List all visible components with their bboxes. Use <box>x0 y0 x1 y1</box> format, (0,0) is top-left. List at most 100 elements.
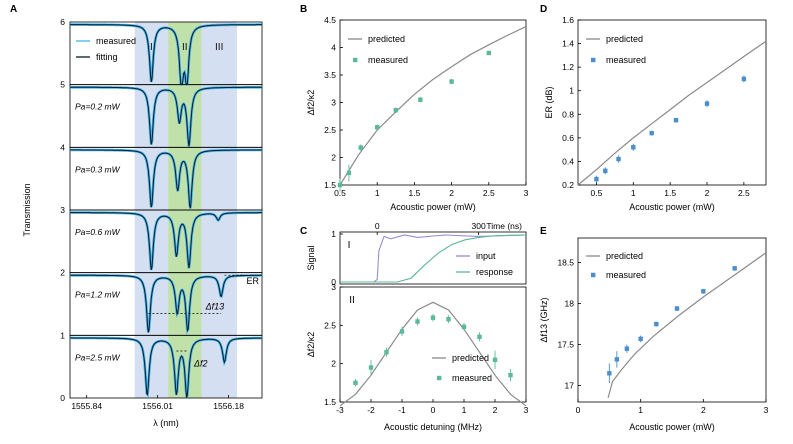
x-tick-label: 300 <box>472 221 486 231</box>
measured-point <box>624 346 630 351</box>
x-tick-label: 1556.18 <box>213 401 244 411</box>
x-axis-label: Time (ns) <box>486 221 522 231</box>
measured-point <box>673 117 679 123</box>
y-tick-label: 4 <box>331 43 336 53</box>
y-tick-label: 17.5 <box>557 340 574 350</box>
power-label: Pa=2.5 mW <box>75 352 121 362</box>
predicted-line <box>607 252 767 399</box>
x-tick-label: 0 <box>375 221 380 231</box>
predicted-line <box>577 40 767 186</box>
y-tick-label: 2.5 <box>324 320 336 330</box>
legend-marker-swatch <box>591 57 596 63</box>
subpanel-label: I <box>348 240 351 251</box>
measured-point <box>430 315 436 320</box>
region-label: III <box>215 42 223 53</box>
x-tick-label: 1.5 <box>408 188 420 198</box>
x-tick-label: 0.5 <box>591 188 603 198</box>
panel-letter-a: A <box>10 4 17 15</box>
x-tick-label: 2 <box>701 405 706 415</box>
x-tick-label: -2 <box>367 405 375 415</box>
legend-label: input <box>476 251 496 261</box>
legend-label: measured <box>606 270 646 280</box>
legend-label: predicted <box>452 353 489 363</box>
x-tick-label: 0 <box>576 405 581 415</box>
measured-point <box>399 329 405 334</box>
plot-frame-d <box>577 19 767 186</box>
predicted-line <box>339 26 527 186</box>
fitting-trace <box>70 86 262 147</box>
y-axis-label: Δf13 (GHz) <box>539 297 549 342</box>
measured-point <box>375 125 380 130</box>
subpanel-label: II <box>349 295 355 306</box>
y-tick-label: 0.4 <box>562 156 574 166</box>
y-tick-label: 4 <box>60 142 65 152</box>
x-axis-label: λ (nm) <box>153 418 179 428</box>
measured-point <box>607 371 612 376</box>
measured-point <box>418 97 423 102</box>
measured-point <box>486 50 491 56</box>
panel-letter-e: E <box>540 226 547 237</box>
y-axis-label: Transmission <box>22 183 32 236</box>
power-label: Pa=0.3 mW <box>75 164 121 174</box>
y-tick-label: 18.5 <box>557 258 574 268</box>
legend-label: predicted <box>606 251 643 261</box>
legend-marker-swatch <box>591 272 596 278</box>
y-tick-label: 3 <box>60 205 65 215</box>
measured-point <box>477 334 482 340</box>
x-axis-label: Acoustic power (mW) <box>390 202 476 212</box>
x-tick-label: 0 <box>431 405 436 415</box>
y-tick-label: 18 <box>565 299 575 309</box>
delta-f2-label: Δf2 <box>193 359 208 369</box>
x-tick-label: 2.5 <box>738 188 750 198</box>
x-tick-label: 2 <box>705 188 710 198</box>
fitting-trace <box>70 212 262 271</box>
y-tick-label: 1.4 <box>562 39 574 49</box>
y-tick-label: 0 <box>331 277 336 287</box>
x-tick-label: 2 <box>493 405 498 415</box>
legend-marker-swatch <box>437 375 442 381</box>
legend-label: response <box>476 267 513 277</box>
y-tick-label: 3 <box>331 98 336 108</box>
fitting-trace <box>70 274 262 333</box>
region-label: II <box>182 42 188 53</box>
measured-point <box>346 170 352 176</box>
power-label: Pa=1.2 mW <box>75 290 121 300</box>
measured-point <box>638 336 643 342</box>
measured-point <box>674 306 680 311</box>
measured-point <box>704 101 710 106</box>
x-tick-label: 0.5 <box>334 188 346 198</box>
plot-frame-e <box>577 237 767 403</box>
x-tick-label: -3 <box>336 405 344 415</box>
y-tick-label: 0.8 <box>562 109 574 119</box>
y-axis-label: Δf2/κ2 <box>306 332 316 358</box>
measured-point <box>461 324 467 330</box>
measured-point <box>603 168 608 174</box>
legend-label: predicted <box>368 34 405 44</box>
y-axis-label: ER (dB) <box>544 86 554 118</box>
x-axis-label: Acoustic detuning (MHz) <box>384 422 482 432</box>
y-tick-label: 0 <box>60 393 65 403</box>
y-tick-label: 2.5 <box>324 125 336 135</box>
y-tick-label: 1.5 <box>324 180 336 190</box>
x-tick-label: 3 <box>524 405 529 415</box>
measured-point <box>654 321 659 327</box>
y-axis-label: Signal <box>306 245 316 270</box>
x-tick-label: 3 <box>524 188 529 198</box>
measured-point <box>353 380 358 386</box>
legend-label: measured <box>96 36 136 46</box>
measured-point <box>337 182 343 188</box>
measured-point <box>631 145 636 150</box>
x-axis-label: Acoustic power (mW) <box>629 422 715 432</box>
measured-point <box>358 145 364 150</box>
y-tick-label: 1 <box>331 229 336 239</box>
legend-label: measured <box>368 55 408 65</box>
y-tick-label: 0.2 <box>562 180 574 190</box>
fitting-trace <box>70 149 262 209</box>
y-tick-label: 1 <box>569 86 574 96</box>
delta-f13-label: Δf13 <box>205 301 225 311</box>
input-trace <box>340 234 527 283</box>
measured-point <box>508 372 513 378</box>
x-tick-label: 1 <box>631 188 636 198</box>
plot-frame-c1 <box>339 231 527 285</box>
